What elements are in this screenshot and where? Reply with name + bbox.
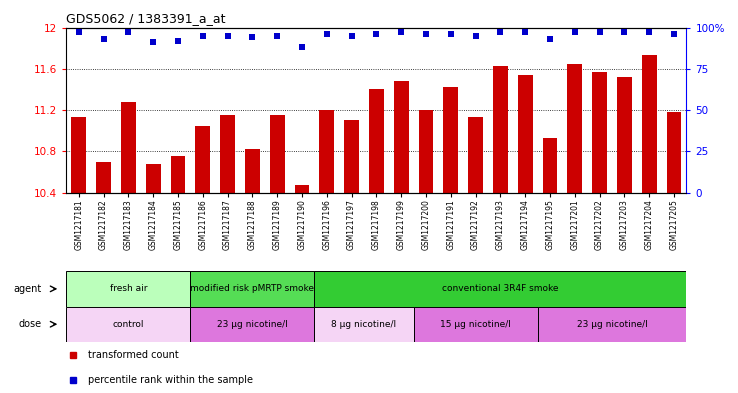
Bar [270,115,285,193]
Bar [96,162,111,193]
Bar [66,271,190,307]
Bar [537,307,686,342]
Bar [444,87,458,193]
Bar [121,102,136,193]
Bar [418,110,433,193]
Text: 15 μg nicotine/l: 15 μg nicotine/l [440,320,511,329]
Bar [196,125,210,193]
Text: 8 μg nicotine/l: 8 μg nicotine/l [331,320,396,329]
Bar [320,110,334,193]
Text: 23 μg nicotine/l: 23 μg nicotine/l [576,320,647,329]
Text: control: control [113,320,144,329]
Bar [72,117,86,193]
Bar [170,156,185,193]
Text: GDS5062 / 1383391_a_at: GDS5062 / 1383391_a_at [66,12,226,25]
Bar [314,271,686,307]
Bar [245,149,260,193]
Bar [493,66,508,193]
Bar [666,112,681,193]
Bar [413,307,537,342]
Bar [220,115,235,193]
Bar [642,55,657,193]
Text: modified risk pMRTP smoke: modified risk pMRTP smoke [190,285,314,293]
Bar [518,75,533,193]
Text: transformed count: transformed count [88,350,179,360]
Text: conventional 3R4F smoke: conventional 3R4F smoke [442,285,559,293]
Bar [617,77,632,193]
Bar [146,163,161,193]
Bar [468,117,483,193]
Text: dose: dose [18,319,41,329]
Bar [190,307,314,342]
Bar [369,89,384,193]
Bar [568,64,582,193]
Text: fresh air: fresh air [110,285,147,293]
Text: percentile rank within the sample: percentile rank within the sample [88,375,253,385]
Bar [344,120,359,193]
Text: agent: agent [13,284,41,294]
Bar [394,81,409,193]
Bar [314,307,413,342]
Bar [66,307,190,342]
Bar [294,185,309,193]
Bar [542,138,557,193]
Text: 23 μg nicotine/l: 23 μg nicotine/l [217,320,288,329]
Bar [592,72,607,193]
Bar [190,271,314,307]
